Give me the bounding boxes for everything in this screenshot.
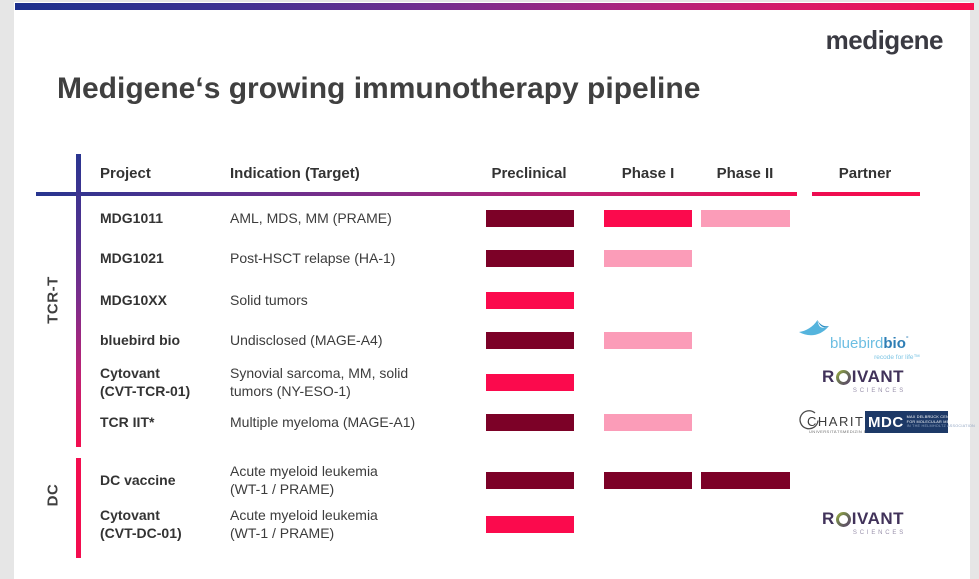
project-line: Cytovant [100, 365, 160, 381]
bluebird-bio-logo: bluebirdbio° recode for life™ [798, 316, 928, 366]
pipeline-bar-phase1 [604, 414, 692, 431]
mdc-logo-lines: MAX DELBRÜCK CENTER FOR MOLECULAR MEDICI… [906, 415, 975, 429]
phase-bars [0, 472, 979, 489]
table-row: DC vaccine Acute myeloid leukemia (WT-1 … [0, 463, 979, 497]
pipeline-bar-phase1 [604, 210, 692, 227]
mdc-logo: MDC MAX DELBRÜCK CENTER FOR MOLECULAR ME… [865, 411, 975, 433]
indication: Acute myeloid leukemia (WT-1 / PRAME) [230, 462, 460, 498]
bluebird-logo-text: bluebirdbio° [830, 335, 909, 352]
project-line: Cytovant [100, 507, 160, 523]
project-name: Cytovant (CVT-DC-01) [100, 506, 225, 542]
pipeline-bar-preclinical [486, 250, 574, 267]
table-row: MDG10XX Solid tumors [0, 292, 979, 310]
phase-bars [0, 210, 979, 227]
roivant-logo-text: R IVANT [822, 367, 905, 386]
roivant-subtitle: SCIENCES [852, 530, 906, 536]
roivant-logo: R IVANT SCIENCES [822, 367, 912, 394]
roivant-logo-text: R IVANT [822, 509, 905, 528]
indication: Acute myeloid leukemia (WT-1 / PRAME) [230, 506, 460, 542]
indication-line: Acute myeloid leukemia [230, 507, 378, 523]
indication-line: Synovial sarcoma, MM, solid [230, 365, 409, 381]
pipeline-bar-phase1 [604, 250, 692, 267]
indication: Post-HSCT relapse (HA-1) [230, 250, 396, 266]
charite-logo-text: CHARITÉ [807, 414, 875, 429]
table-row: bluebird bio Undisclosed (MAGE-A4) [0, 332, 979, 350]
roivant-subtitle: SCIENCES [852, 388, 906, 394]
project-name: TCR IIT* [100, 414, 155, 430]
page-title: Medigene‘s growing immunotherapy pipelin… [57, 72, 701, 105]
column-header-phase1: Phase I [621, 165, 675, 182]
column-header-preclinical: Preclinical [491, 165, 567, 182]
phase-bars [0, 414, 979, 431]
header-gradient-rule [36, 192, 797, 196]
pipeline-bar-phase1 [604, 472, 692, 489]
charite-tagline: UNIVERSITÄTSMEDIZIN BERLIN [809, 429, 881, 434]
bluebird-bird-icon [799, 320, 829, 336]
project-name: MDG1011 [100, 210, 164, 226]
pipeline-bar-phase1 [604, 332, 692, 349]
indication: Synovial sarcoma, MM, solid tumors (NY-E… [230, 364, 460, 400]
pipeline-bar-preclinical [486, 332, 574, 349]
phase-bars [0, 516, 979, 533]
pipeline-bar-preclinical [486, 516, 574, 533]
roivant-o-ring-icon [836, 512, 851, 527]
column-header-phase2: Phase II [716, 165, 774, 182]
project-name: DC vaccine [100, 472, 176, 488]
column-header-partner: Partner [838, 165, 892, 182]
phase-bars [0, 292, 979, 309]
roivant-logo: R IVANT SCIENCES [822, 509, 912, 536]
indication-line: (WT-1 / PRAME) [230, 481, 335, 497]
table-row: MDG1021 Post-HSCT relapse (HA-1) [0, 250, 979, 268]
pipeline-bar-preclinical [486, 374, 574, 391]
roivant-o-ring-icon [836, 370, 851, 385]
indication: Undisclosed (MAGE-A4) [230, 332, 383, 348]
project-name: Cytovant (CVT-TCR-01) [100, 364, 225, 400]
indication-line: Acute myeloid leukemia [230, 463, 378, 479]
pipeline-bar-preclinical [486, 414, 574, 431]
project-line: (CVT-TCR-01) [100, 383, 191, 399]
indication: Solid tumors [230, 292, 308, 308]
phase-bars [0, 250, 979, 267]
mdc-logo-text: MDC [868, 413, 904, 431]
project-name: bluebird bio [100, 332, 181, 348]
table-row: Cytovant (CVT-DC-01) Acute myeloid leuke… [0, 507, 979, 541]
project-line: (CVT-DC-01) [100, 525, 182, 541]
charite-logo: CHARITÉ UNIVERSITÄTSMEDIZIN BERLIN [798, 410, 880, 436]
top-gradient-bar [15, 3, 974, 10]
pipeline-bar-preclinical [486, 472, 574, 489]
column-header-indication: Indication (Target) [230, 165, 360, 182]
dc-group-line [76, 458, 81, 558]
indication: AML, MDS, MM (PRAME) [230, 210, 392, 226]
bluebird-tagline: recode for life™ [874, 354, 920, 361]
indication-line: (WT-1 / PRAME) [230, 525, 335, 541]
partner-header-rule [812, 192, 920, 196]
table-row: Cytovant (CVT-TCR-01) Synovial sarcoma, … [0, 365, 979, 399]
indication-line: tumors (NY-ESO-1) [230, 383, 351, 399]
table-row: TCR IIT* Multiple myeloma (MAGE-A1) [0, 414, 979, 432]
medigene-wordmark: medigene [825, 25, 944, 55]
phase-bars [0, 374, 979, 391]
indication: Multiple myeloma (MAGE-A1) [230, 414, 416, 430]
project-name: MDG10XX [100, 292, 167, 308]
charite-arc-icon [799, 410, 819, 430]
phase-bars [0, 332, 979, 349]
pipeline-bar-phase2 [701, 472, 790, 489]
project-name: MDG1021 [100, 250, 164, 266]
table-row: MDG1011 AML, MDS, MM (PRAME) [0, 210, 979, 228]
column-header-project: Project [100, 165, 151, 182]
tcrt-group-line [76, 154, 81, 447]
pipeline-bar-phase2 [701, 210, 790, 227]
pipeline-bar-preclinical [486, 292, 574, 309]
pipeline-bar-preclinical [486, 210, 574, 227]
